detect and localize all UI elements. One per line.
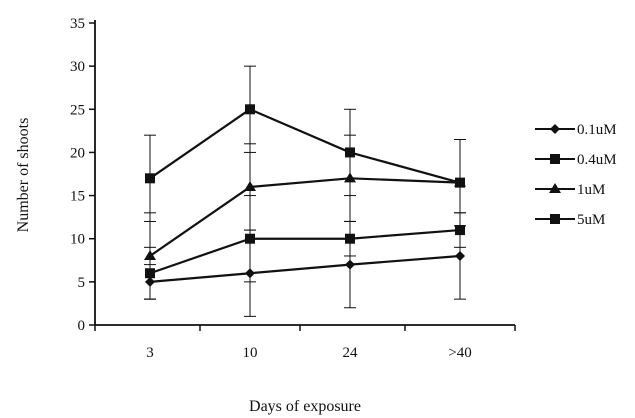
y-tick-label: 35	[70, 16, 85, 32]
legend-marker	[550, 124, 560, 134]
legend-marker	[549, 183, 561, 193]
legend-label: 0.4uM	[577, 152, 617, 168]
legend-marker	[550, 214, 560, 224]
data-point	[455, 225, 465, 236]
data-point	[455, 250, 465, 261]
y-tick-label: 20	[70, 145, 85, 161]
series-line	[149, 108, 461, 184]
legend-label: 1uM	[577, 182, 605, 198]
x-tick-label: 24	[343, 345, 359, 361]
legend-label: 0.1uM	[577, 122, 617, 138]
legend-item-0.4uM: 0.4uM	[535, 152, 617, 168]
x-tick-label: >40	[448, 345, 471, 361]
series-0.4uM	[144, 195, 466, 300]
series-line	[149, 228, 461, 275]
x-axis-label: Days of exposure	[249, 398, 361, 415]
x-tick-label: 10	[243, 345, 258, 361]
data-point	[345, 233, 355, 244]
data-point	[345, 259, 355, 270]
series-line	[149, 254, 461, 283]
legend-item-0.1uM: 0.1uM	[535, 122, 617, 138]
legend: 0.1uM 0.4uM 1uM 5uM	[535, 122, 617, 228]
y-tick-label: 10	[70, 232, 85, 248]
data-point	[244, 180, 256, 191]
data-point	[455, 177, 465, 188]
legend-label: 5uM	[577, 212, 605, 228]
data-point	[144, 249, 156, 260]
y-axis: 0 5 10 15 20 25 30 35	[70, 16, 96, 334]
series-1uM	[144, 134, 466, 300]
y-tick-label: 5	[78, 275, 86, 291]
x-axis: 3 10 24 >40	[94, 324, 516, 361]
x-tick-label: 3	[146, 345, 154, 361]
data-point	[245, 233, 255, 244]
y-tick-label: 30	[70, 59, 85, 75]
y-axis-label: Number of shoots	[15, 118, 32, 233]
data-point	[145, 173, 155, 184]
y-tick-label: 15	[70, 189, 85, 205]
legend-item-5uM: 5uM	[535, 212, 605, 228]
series-0.1uM	[144, 212, 466, 317]
y-tick-label: 0	[78, 318, 86, 334]
plot-area	[144, 65, 466, 317]
series-line	[149, 177, 461, 257]
data-point	[345, 147, 355, 158]
legend-item-1uM: 1uM	[535, 182, 605, 198]
data-point	[245, 104, 255, 115]
series-5uM	[144, 65, 466, 227]
y-tick-label: 25	[70, 102, 85, 118]
legend-marker	[550, 154, 560, 164]
